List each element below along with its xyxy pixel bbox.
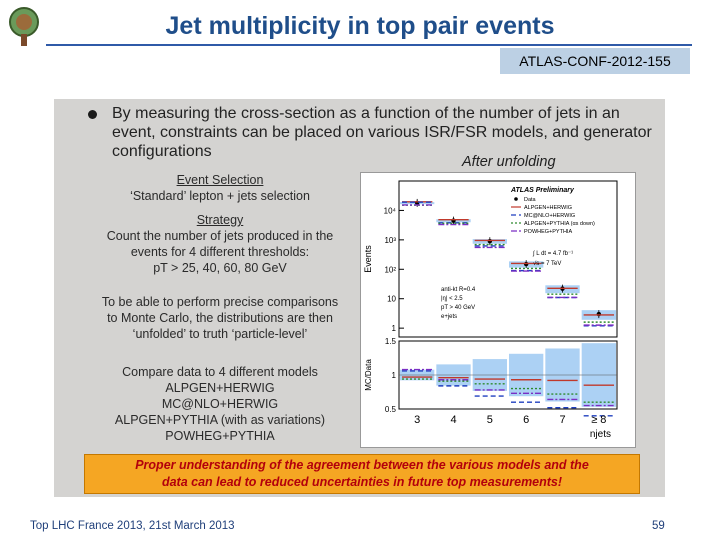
slide-title: Jet multiplicity in top pair events	[165, 12, 555, 40]
legend-entry: ALPGEN+HERWIG	[524, 205, 572, 211]
compare-line: to Monte Carlo, the distributions are th…	[107, 311, 333, 325]
model-item: MC@NLO+HERWIG	[161, 397, 279, 411]
model-item: ALPGEN+HERWIG	[165, 381, 275, 395]
model-item: POWHEG+PYTHIA	[165, 429, 275, 443]
annotation-channel: e+jets	[441, 314, 457, 320]
x-tick-label: 4	[450, 414, 456, 426]
footer-text: Top LHC France 2013, 21st March 2013	[30, 520, 235, 532]
bullet-text: By measuring the cross-section as a func…	[112, 105, 652, 160]
compare-line: ‘unfolded’ to truth ‘particle-level’	[132, 327, 308, 341]
page-number: 59	[652, 520, 665, 532]
conclusion-line: Proper understanding of the agreement be…	[135, 458, 589, 472]
compare-line: To be able to perform precise comparison…	[101, 295, 339, 309]
plot-svg: 1 10 10² 10³ 10⁴ 0.5 1 1.5 3 4 5 6 7 ≥ 8 Events MC/Data…	[363, 180, 618, 440]
main-plot-frame	[398, 180, 618, 338]
y-tick-label: 10⁴	[384, 206, 397, 215]
jet-multiplicity-plot: 1 10 10² 10³ 10⁴ 0.5 1 1.5 3 4 5 6 7 ≥ 8 Events MC/Data…	[360, 172, 636, 448]
legend-entry: ALPGEN+PYTHIA (αs down)	[524, 221, 595, 227]
x-tick-label: 3	[414, 414, 420, 426]
x-axis-label: njets	[590, 429, 611, 440]
x-tick-label: 6	[523, 414, 529, 426]
x-tick-label: ≥ 8	[591, 414, 606, 426]
legend-marker	[514, 197, 518, 201]
bullet-icon	[88, 110, 97, 119]
ratio-tick-label: 1.5	[385, 337, 397, 346]
after-unfolding-label: After unfolding	[462, 154, 556, 170]
legend-entry: MC@NLO+HERWIG	[524, 213, 575, 219]
atlas-logo	[4, 4, 44, 48]
ratio-tick-label: 1	[392, 371, 397, 380]
strategy-heading: Strategy	[196, 213, 244, 227]
y-axis-label: Events	[363, 245, 373, 273]
annotation-pt: pT > 40 GeV	[441, 305, 475, 311]
title-divider	[46, 44, 692, 46]
legend-entry: POWHEG+PYTHIA	[524, 229, 572, 235]
model-item: ALPGEN+PYTHIA (with as variations)	[114, 413, 326, 427]
models-intro: Compare data to 4 different models	[122, 365, 318, 379]
ratio-tick-label: 0.5	[385, 405, 397, 414]
event-selection-heading: Event Selection	[176, 173, 264, 187]
x-tick-label: 7	[559, 414, 565, 426]
legend-header: ATLAS Preliminary	[510, 187, 575, 194]
y-tick-label: 10³	[384, 236, 396, 245]
conf-note-badge: ATLAS-CONF-2012-155	[500, 48, 690, 74]
conclusion-line: data can lead to reduced uncertainties i…	[161, 475, 563, 489]
annotation-eta: |η| < 2.5	[441, 296, 463, 302]
annotation-algorithm: anti-kt R=0.4	[441, 287, 476, 293]
legend-entry: Data	[524, 197, 537, 203]
y-tick-label: 10²	[384, 265, 396, 274]
annotation-energy: √s = 7 TeV	[533, 260, 561, 267]
conclusion-box: Proper understanding of the agreement be…	[84, 454, 640, 494]
strategy-line: Count the number of jets produced in the	[106, 229, 334, 243]
annotation-lumi: ∫ L dt = 4.7 fb⁻¹	[532, 250, 573, 257]
ratio-axis-label: MC/Data	[364, 359, 373, 391]
strategy-line: events for 4 different thresholds:	[130, 245, 310, 259]
event-selection-text: ‘Standard’ lepton + jets selection	[130, 189, 310, 203]
strategy-line: pT > 25, 40, 60, 80 GeV	[153, 261, 287, 275]
y-tick-label: 10	[387, 295, 396, 304]
x-tick-label: 5	[487, 414, 493, 426]
y-tick-label: 1	[392, 324, 397, 333]
